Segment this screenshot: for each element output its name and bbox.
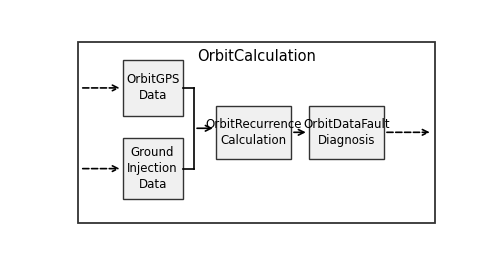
Bar [308,106,384,159]
Text: OrbitCalculation: OrbitCalculation [197,48,316,64]
Bar [122,138,182,199]
Bar [122,60,182,116]
Text: OrbitGPS
Data: OrbitGPS Data [126,73,180,102]
Text: Ground
Injection
Data: Ground Injection Data [128,146,178,191]
Text: OrbitRecurrence
Calculation: OrbitRecurrence Calculation [205,118,302,147]
Bar [216,106,291,159]
Text: OrbitDataFault
Diagnosis: OrbitDataFault Diagnosis [303,118,390,147]
